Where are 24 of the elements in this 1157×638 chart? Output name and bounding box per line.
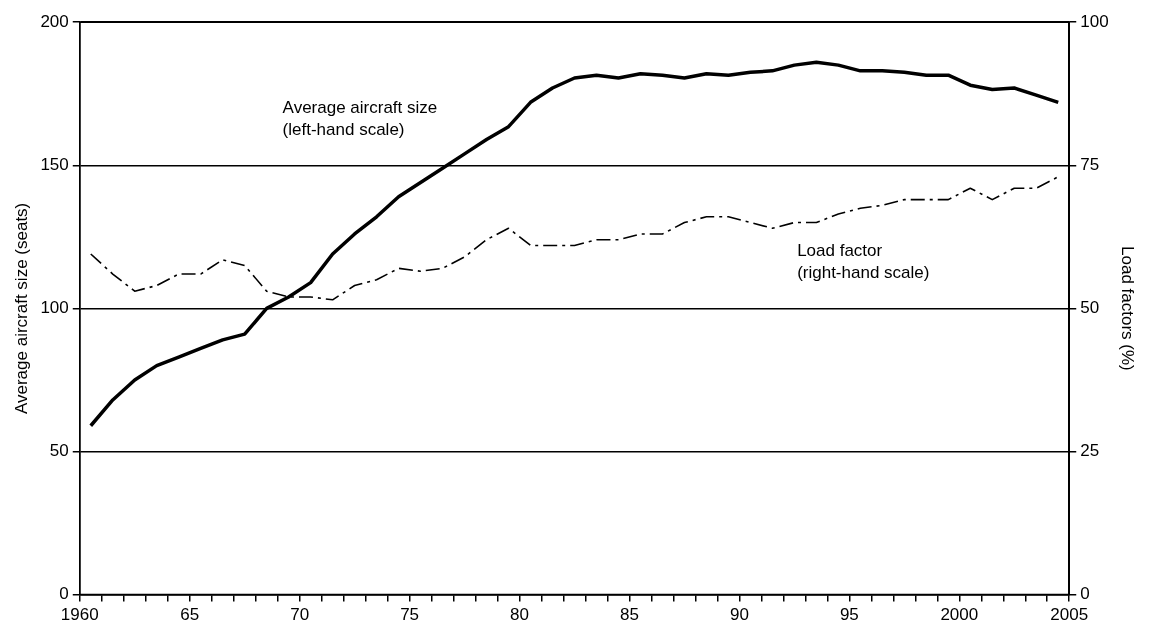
y2-axis-title: Load factors (%) [1118, 246, 1138, 371]
x-tick-label: 95 [839, 605, 859, 625]
x-tick-label: 2000 [940, 605, 979, 625]
y-tick-label: 50 [49, 441, 69, 461]
y2-tick-label: 100 [1080, 11, 1109, 31]
y-tick-label: 0 [59, 584, 69, 604]
x-tick-label: 1960 [60, 605, 99, 625]
y-tick-label: 200 [40, 11, 69, 31]
annotation: Average aircraft size (left-hand scale) [282, 97, 438, 139]
x-tick-label: 90 [729, 605, 749, 625]
x-tick-label: 2005 [1050, 605, 1089, 625]
y-tick-label: 100 [40, 298, 69, 318]
y2-tick-label: 75 [1080, 154, 1100, 174]
x-tick-label: 65 [180, 605, 200, 625]
y2-tick-label: 25 [1080, 441, 1100, 461]
x-tick-label: 75 [400, 605, 420, 625]
y2-tick-label: 50 [1080, 298, 1100, 318]
y-axis-title: Average aircraft size (seats) [11, 202, 31, 415]
y-tick-label: 150 [40, 154, 69, 174]
annotation: Load factor (right-hand scale) [797, 240, 930, 282]
x-tick-label: 80 [510, 605, 529, 625]
y2-tick-label: 0 [1080, 584, 1090, 604]
x-tick-label: 70 [290, 605, 310, 625]
x-tick-label: 85 [620, 605, 639, 625]
